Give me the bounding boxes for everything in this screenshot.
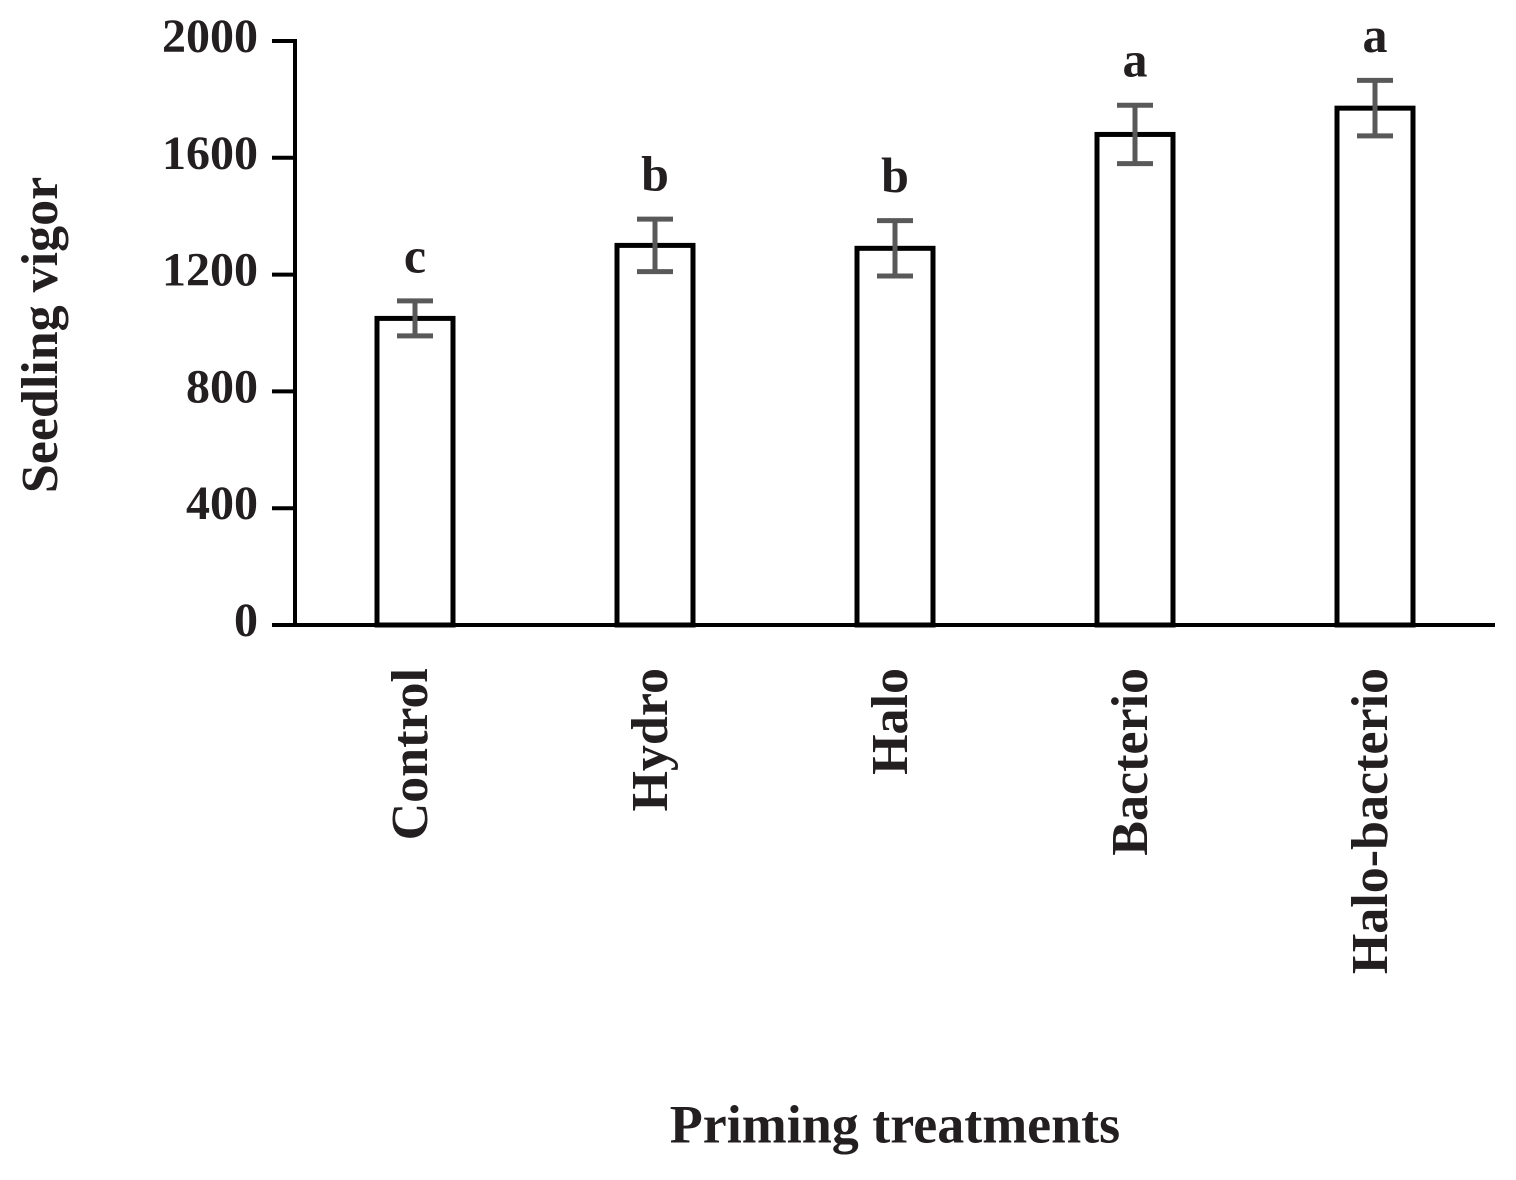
- bar: [854, 245, 936, 628]
- significance-letter: a: [1363, 7, 1388, 63]
- y-tick-label: 800: [186, 360, 258, 413]
- error-bar: [1117, 102, 1153, 167]
- x-tick-label: Halo: [862, 668, 919, 775]
- y-tick-label: 0: [234, 594, 258, 647]
- y-tick-label: 1200: [162, 244, 258, 297]
- y-tick-label: 400: [186, 477, 258, 530]
- significance-letter: c: [404, 227, 426, 283]
- error-bar: [397, 298, 433, 339]
- bar: [374, 315, 456, 628]
- y-axis-label: Seedling vigor: [12, 177, 69, 493]
- bar: [614, 242, 696, 628]
- error-bar: [637, 216, 673, 275]
- significance-letter: a: [1123, 32, 1148, 88]
- y-tick-label: 1600: [162, 127, 258, 180]
- x-tick-label: Halo-bacterio: [1342, 668, 1399, 974]
- x-axis-label: Priming treatments: [670, 1094, 1120, 1154]
- error-bar: [1357, 77, 1393, 139]
- x-tick-label: Hydro: [622, 668, 679, 812]
- bar: [1334, 105, 1416, 628]
- x-tick-label: Bacterio: [1102, 668, 1159, 856]
- x-tick-label: Control: [382, 668, 439, 840]
- error-bar: [877, 218, 913, 279]
- significance-letter: b: [641, 146, 669, 202]
- y-tick-label: 2000: [162, 10, 258, 63]
- significance-letter: b: [881, 147, 909, 203]
- bar: [1094, 131, 1176, 628]
